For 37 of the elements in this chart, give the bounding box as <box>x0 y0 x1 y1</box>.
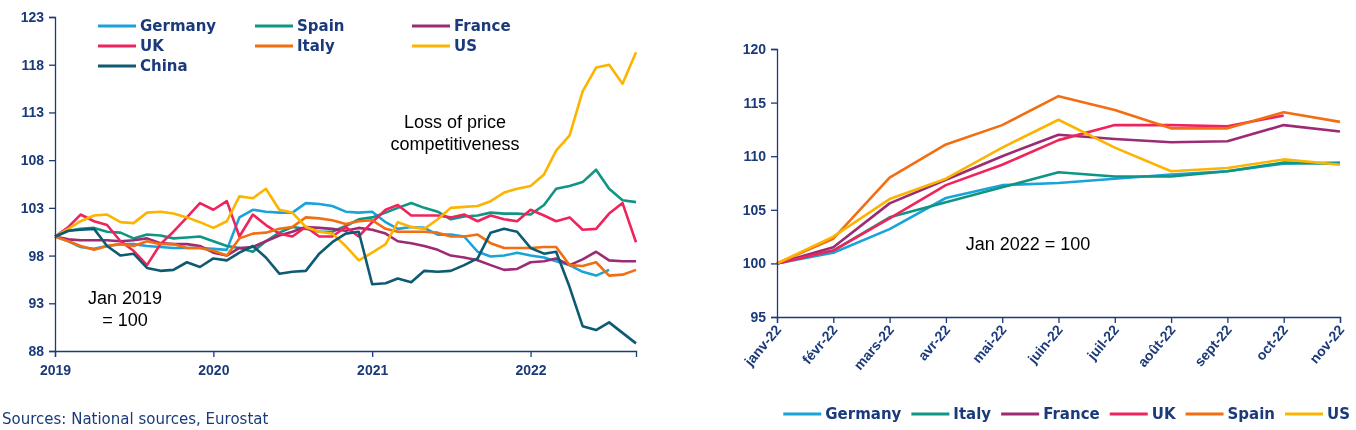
y-tick-label: 110 <box>743 148 767 165</box>
annotation: Jan 2022 = 100 <box>965 234 1091 254</box>
x-tick-label: 2020 <box>198 362 230 379</box>
y-tick-label: 103 <box>20 199 45 216</box>
y-tick-label: 113 <box>21 104 45 121</box>
x-tick-label: 2021 <box>357 362 389 379</box>
legend-label: UK <box>140 37 166 55</box>
annotation: Jan 2019 = 100 <box>87 288 163 330</box>
legend-label: UK <box>1151 405 1177 423</box>
legend-label: Italy <box>953 405 992 423</box>
legend-label: Germany <box>825 405 902 423</box>
line-series <box>53 216 638 277</box>
y-tick-label: 108 <box>20 152 45 169</box>
source-note: Sources: National sources, Eurostat <box>2 410 269 428</box>
y-tick-label: 100 <box>742 255 767 272</box>
legend-label: US <box>454 37 477 55</box>
legend-label: Spain <box>1227 405 1276 423</box>
line-series <box>53 227 638 345</box>
y-tick-label: 95 <box>750 308 767 325</box>
y-tick-label: 93 <box>28 295 45 312</box>
x-tick-label: 2022 <box>515 362 547 379</box>
y-tick-label: 118 <box>21 56 45 73</box>
legend-label: China <box>140 57 188 75</box>
legend-label: US <box>1327 405 1350 423</box>
y-tick-label: 105 <box>742 201 767 218</box>
legend-label: France <box>454 17 511 35</box>
x-tick-label: 2019 <box>39 362 72 379</box>
legend-label: Italy <box>297 37 336 55</box>
annotation: Loss of price competitiveness <box>390 112 520 154</box>
y-tick-label: 123 <box>20 8 45 25</box>
legend-label: Germany <box>140 17 217 35</box>
legend-label: France <box>1043 405 1100 423</box>
y-tick-label: 120 <box>742 40 767 57</box>
y-tick-label: 98 <box>28 247 45 264</box>
y-tick-label: 88 <box>28 342 45 359</box>
y-tick-label: 115 <box>743 94 767 111</box>
legend-label: Spain <box>297 17 345 35</box>
